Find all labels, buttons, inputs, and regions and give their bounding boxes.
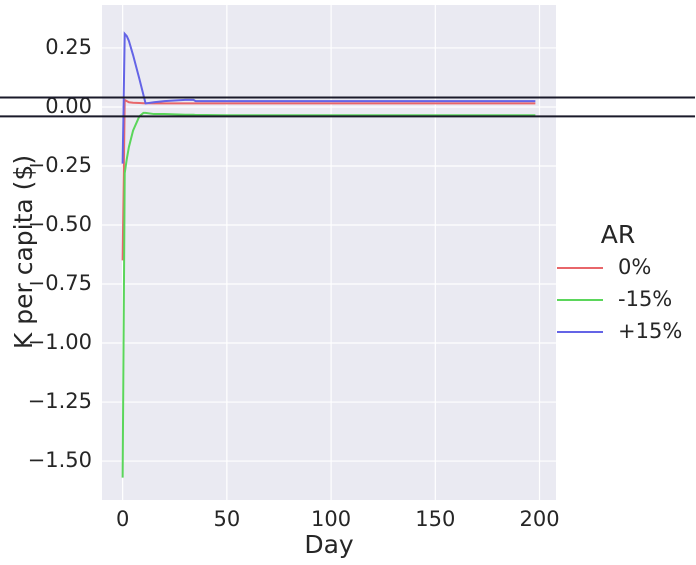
x-tick-label: 0 [116, 507, 129, 531]
plot-area [102, 5, 556, 500]
x-axis-label: Day [304, 530, 354, 559]
y-tick-label: −0.25 [28, 153, 92, 177]
x-tick-label: 200 [519, 507, 559, 531]
legend-label: +15% [618, 319, 682, 343]
legend-label: 0% [618, 255, 651, 279]
series-line [121, 98, 536, 261]
series-line [121, 111, 536, 478]
x-tick-label: 100 [311, 507, 351, 531]
y-tick-label: −1.00 [28, 330, 92, 354]
x-tick-label: 150 [415, 507, 455, 531]
y-tick-label: −0.50 [28, 212, 92, 236]
y-tick-label: −1.25 [28, 389, 92, 413]
y-tick-label: 0.25 [45, 35, 92, 59]
y-tick-label: −0.75 [28, 271, 92, 295]
y-tick-label: −1.50 [28, 448, 92, 472]
y-axis-label: K per capita ($) [9, 155, 38, 349]
x-tick-label: 50 [213, 507, 240, 531]
legend-title: AR [601, 220, 635, 249]
series-line [121, 31, 536, 164]
legend-label: -15% [618, 287, 672, 311]
